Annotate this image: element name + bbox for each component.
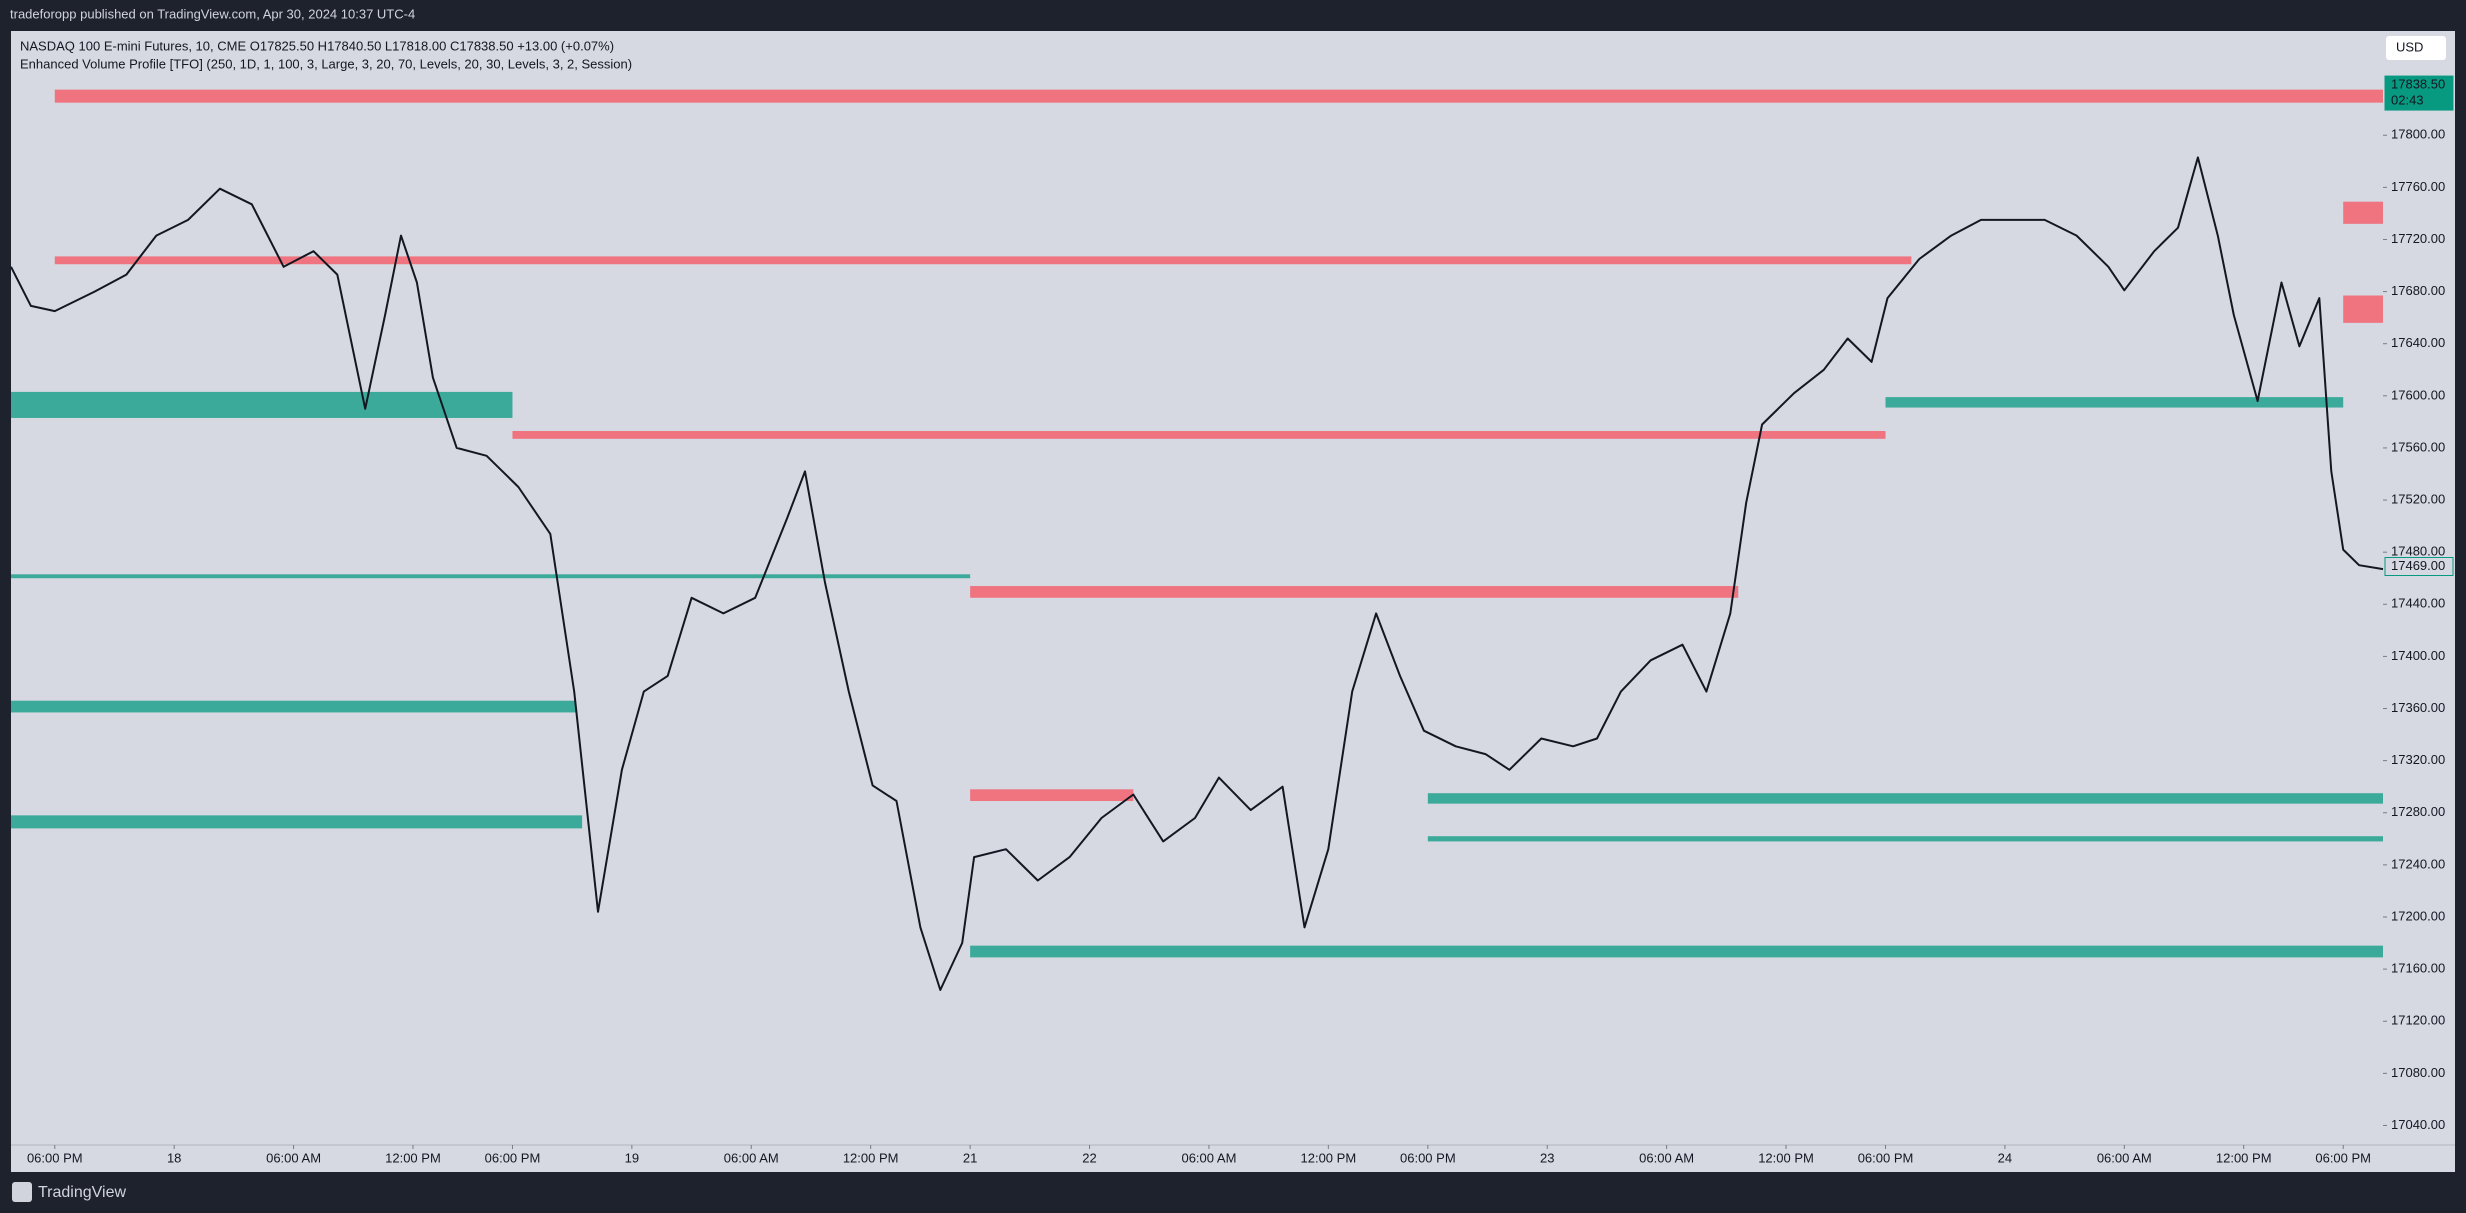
level-zone [2343,295,2383,323]
plot-background [11,31,2455,1172]
level-zone [1885,397,2344,408]
y-tick-label: 17080.00 [2391,1065,2445,1080]
level-zone [11,574,971,579]
y-tick-label: 17320.00 [2391,752,2445,767]
logo [12,1182,32,1202]
y-tick-label: 17360.00 [2391,700,2445,715]
x-tick-label: 18 [167,1150,181,1165]
y-tick-label: 17440.00 [2391,596,2445,611]
x-tick-label: 06:00 AM [1181,1150,1236,1165]
price-tag [2384,75,2454,111]
level-zone [11,815,583,829]
y-tick-label: 17120.00 [2391,1013,2445,1028]
y-tick-label: 17680.00 [2391,283,2445,298]
price-tag-label: 17469.00 [2391,558,2445,573]
y-tick-label: 17280.00 [2391,804,2445,819]
currency-button[interactable] [2386,36,2446,60]
y-tick-label: 17040.00 [2391,1117,2445,1132]
x-tick-label: 19 [625,1150,639,1165]
x-tick-label: 06:00 AM [724,1150,779,1165]
price-tag [2384,557,2454,577]
level-zone [970,945,2383,958]
level-zone [512,430,1886,439]
x-tick-label: 06:00 PM [2315,1150,2371,1165]
y-tick-label: 17560.00 [2391,439,2445,454]
x-tick-label: 06:00 PM [1858,1150,1914,1165]
y-tick-label: 17760.00 [2391,179,2445,194]
y-tick-label: 17400.00 [2391,648,2445,663]
level-zone [970,586,1739,598]
level-zone [1427,836,2383,842]
level-zone [1427,793,2383,804]
price-tag-label: 17838.50 [2391,77,2445,92]
y-tick-label: 17720.00 [2391,231,2445,246]
x-tick-label: 12:00 PM [2216,1150,2272,1165]
x-tick-label: 12:00 PM [1758,1150,1814,1165]
level-zone [2343,201,2383,224]
x-tick-label: 24 [1998,1150,2012,1165]
x-tick-label: 06:00 PM [27,1150,83,1165]
x-tick-label: 22 [1082,1150,1096,1165]
footer: TradingView [38,1184,126,1201]
x-tick-label: 06:00 PM [485,1150,541,1165]
level-zone [11,391,513,418]
y-tick-label: 17480.00 [2391,544,2445,559]
level-zone [54,89,2383,103]
price-tag-countdown: 02:43 [2391,93,2424,108]
legend-line: NASDAQ 100 E-mini Futures, 10, CME O1782… [20,38,614,53]
level-zone [970,789,1134,802]
x-tick-label: 12:00 PM [1301,1150,1357,1165]
publisher: tradeforopp published on TradingView.com… [10,6,415,21]
legend-line: Enhanced Volume Profile [TFO] (250, 1D, … [20,56,632,71]
x-tick-label: 21 [963,1150,977,1165]
x-tick-label: 06:00 PM [1400,1150,1456,1165]
x-tick-label: 12:00 PM [843,1150,899,1165]
x-tick-label: 06:00 AM [1639,1150,1694,1165]
level-zone [54,256,1912,265]
y-tick-label: 17520.00 [2391,491,2445,506]
y-tick-label: 17640.00 [2391,335,2445,350]
price-line [10,156,2384,991]
y-tick-label: 17160.00 [2391,961,2445,976]
y-tick-label: 17800.00 [2391,127,2445,142]
x-tick-label: 06:00 AM [2097,1150,2152,1165]
x-tick-label: 23 [1540,1150,1554,1165]
x-tick-label: 12:00 PM [385,1150,441,1165]
x-tick-label: 06:00 AM [266,1150,321,1165]
currency: USD [2396,39,2423,54]
y-tick-label: 17240.00 [2391,856,2445,871]
y-tick-label: 17600.00 [2391,387,2445,402]
level-zone [11,700,577,713]
y-tick-label: 17200.00 [2391,908,2445,923]
